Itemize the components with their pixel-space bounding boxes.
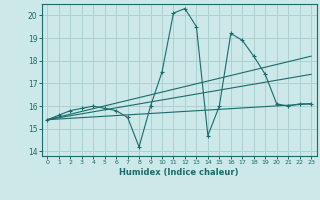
X-axis label: Humidex (Indice chaleur): Humidex (Indice chaleur) bbox=[119, 168, 239, 177]
